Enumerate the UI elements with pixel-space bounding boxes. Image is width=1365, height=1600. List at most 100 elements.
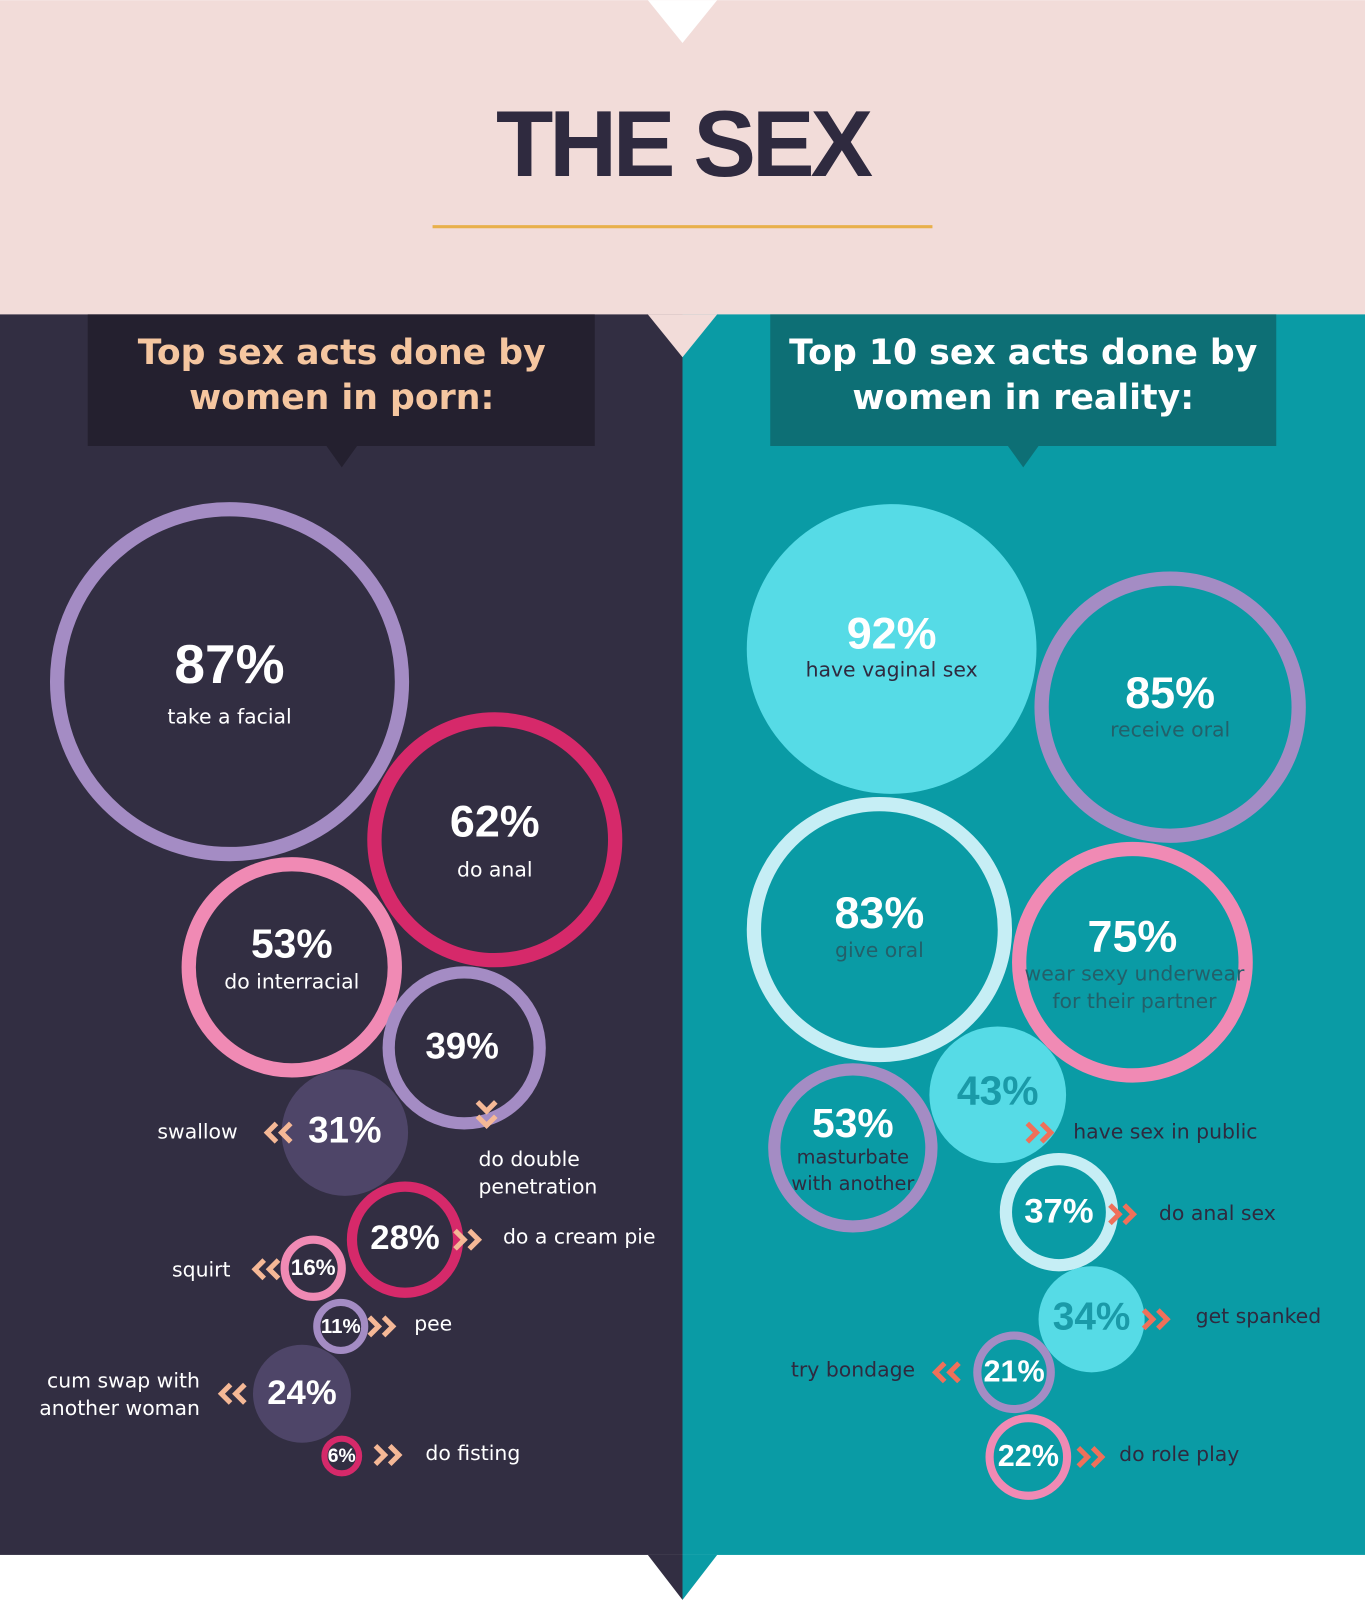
bubble-value: 53% [812, 1100, 894, 1146]
bubble [999, 1152, 1119, 1272]
panel-heading: women in porn: [189, 378, 494, 418]
chevron [251, 1258, 267, 1281]
bubble-label: give oral [835, 938, 924, 962]
chevron [263, 1121, 279, 1144]
heading-pointer [326, 445, 358, 468]
bottom-point [647, 1554, 683, 1600]
heading-box [87, 314, 595, 446]
bubble-label: try bondage [791, 1357, 915, 1381]
bubble [985, 1414, 1072, 1500]
bubble [181, 857, 402, 1078]
chevron [265, 1258, 281, 1281]
bubble-value: 16% [291, 1255, 336, 1280]
chevron [387, 1443, 403, 1466]
bubble-value: 37% [1024, 1192, 1093, 1230]
chevron [1108, 1203, 1123, 1226]
bubble-label: wear sexy underwear [1025, 961, 1245, 985]
chevron [277, 1121, 293, 1144]
chevron [381, 1315, 397, 1338]
center-notch [647, 314, 718, 358]
bubble-label: receive oral [1110, 718, 1230, 742]
bubble [768, 1063, 938, 1233]
bubble [382, 966, 546, 1130]
bubble [49, 502, 410, 862]
chevron [1156, 1308, 1171, 1331]
bubble-value: 39% [425, 1026, 498, 1067]
chevron [467, 1228, 483, 1251]
bubble [1034, 571, 1306, 843]
bubble-label: swallow [157, 1120, 237, 1144]
bubble [367, 712, 623, 968]
chevron [373, 1443, 389, 1466]
bubble-label: have sex in public [1073, 1120, 1257, 1144]
chevron [475, 1100, 498, 1115]
bubble-label: do double [478, 1147, 579, 1171]
bubble [253, 1344, 351, 1443]
bubble-label: do anal sex [1159, 1201, 1276, 1225]
chevron [367, 1315, 383, 1338]
chevron [453, 1228, 468, 1251]
bubble-value: 6% [328, 1445, 356, 1467]
heading-pointer [1007, 445, 1039, 468]
chevron [1025, 1121, 1041, 1144]
bubble-label: masturbate [797, 1146, 909, 1169]
chevron [1122, 1203, 1138, 1226]
chevron [475, 1114, 498, 1130]
bubble-value: 87% [174, 633, 284, 695]
bubble-label: pee [414, 1311, 452, 1335]
bubble [1012, 841, 1253, 1083]
bubble-label: have vaginal sex [806, 657, 978, 681]
bottom-point [682, 1554, 718, 1600]
bubble-label: penetration [478, 1175, 597, 1199]
bubble [281, 1069, 409, 1196]
bubble-value: 24% [267, 1374, 336, 1412]
heading-box [770, 314, 1277, 446]
bubble [280, 1235, 346, 1301]
bubble-value: 83% [834, 887, 924, 938]
bubble-value: 62% [450, 795, 540, 846]
bubble-label: with another [791, 1172, 914, 1195]
panel-heading: Top 10 sex acts done by [789, 333, 1257, 373]
chevron [1141, 1308, 1157, 1331]
bubble-label: do a cream pie [503, 1225, 656, 1249]
chevron [931, 1361, 947, 1384]
bubble-value: 43% [957, 1068, 1039, 1114]
bubble-value: 28% [370, 1219, 439, 1257]
bubble-label: get spanked [1196, 1304, 1322, 1328]
chevron [217, 1382, 233, 1405]
bubble-value: 34% [1053, 1296, 1131, 1339]
chevron [1039, 1121, 1055, 1144]
chevron [946, 1361, 961, 1384]
bubble-label: do interracial [224, 970, 359, 994]
bubble [746, 796, 1013, 1063]
bubble [313, 1298, 369, 1354]
panel-heading: Top sex acts done by [138, 333, 546, 373]
title: THE SEX [496, 91, 872, 196]
top-notch [647, 0, 718, 44]
panel-heading: women in reality: [852, 378, 1194, 418]
bubble-label: cum swap with [47, 1369, 200, 1393]
top-band [0, 0, 1365, 317]
bubble-label: do anal [457, 857, 532, 881]
bubble-value: 22% [998, 1439, 1059, 1473]
bubble-value: 21% [983, 1354, 1044, 1388]
chevron [1090, 1446, 1106, 1468]
bubble-value: 75% [1087, 911, 1177, 962]
bubble [973, 1331, 1055, 1414]
chevron [1076, 1446, 1092, 1468]
bubble-label: squirt [172, 1257, 231, 1281]
bubble-value: 92% [847, 608, 937, 659]
bubble-value: 31% [308, 1109, 381, 1150]
bubble-label: take a facial [167, 704, 291, 728]
chevron [232, 1382, 247, 1405]
bubble [321, 1435, 363, 1477]
bubble-label: for their partner [1052, 989, 1217, 1013]
bubble-value: 11% [321, 1316, 361, 1338]
bubble-value: 53% [251, 921, 333, 967]
bubble-value: 85% [1125, 667, 1215, 718]
bubble [346, 1181, 464, 1298]
bubble [1038, 1266, 1145, 1373]
bubble [746, 504, 1037, 794]
bubble-label: do fisting [425, 1441, 520, 1465]
